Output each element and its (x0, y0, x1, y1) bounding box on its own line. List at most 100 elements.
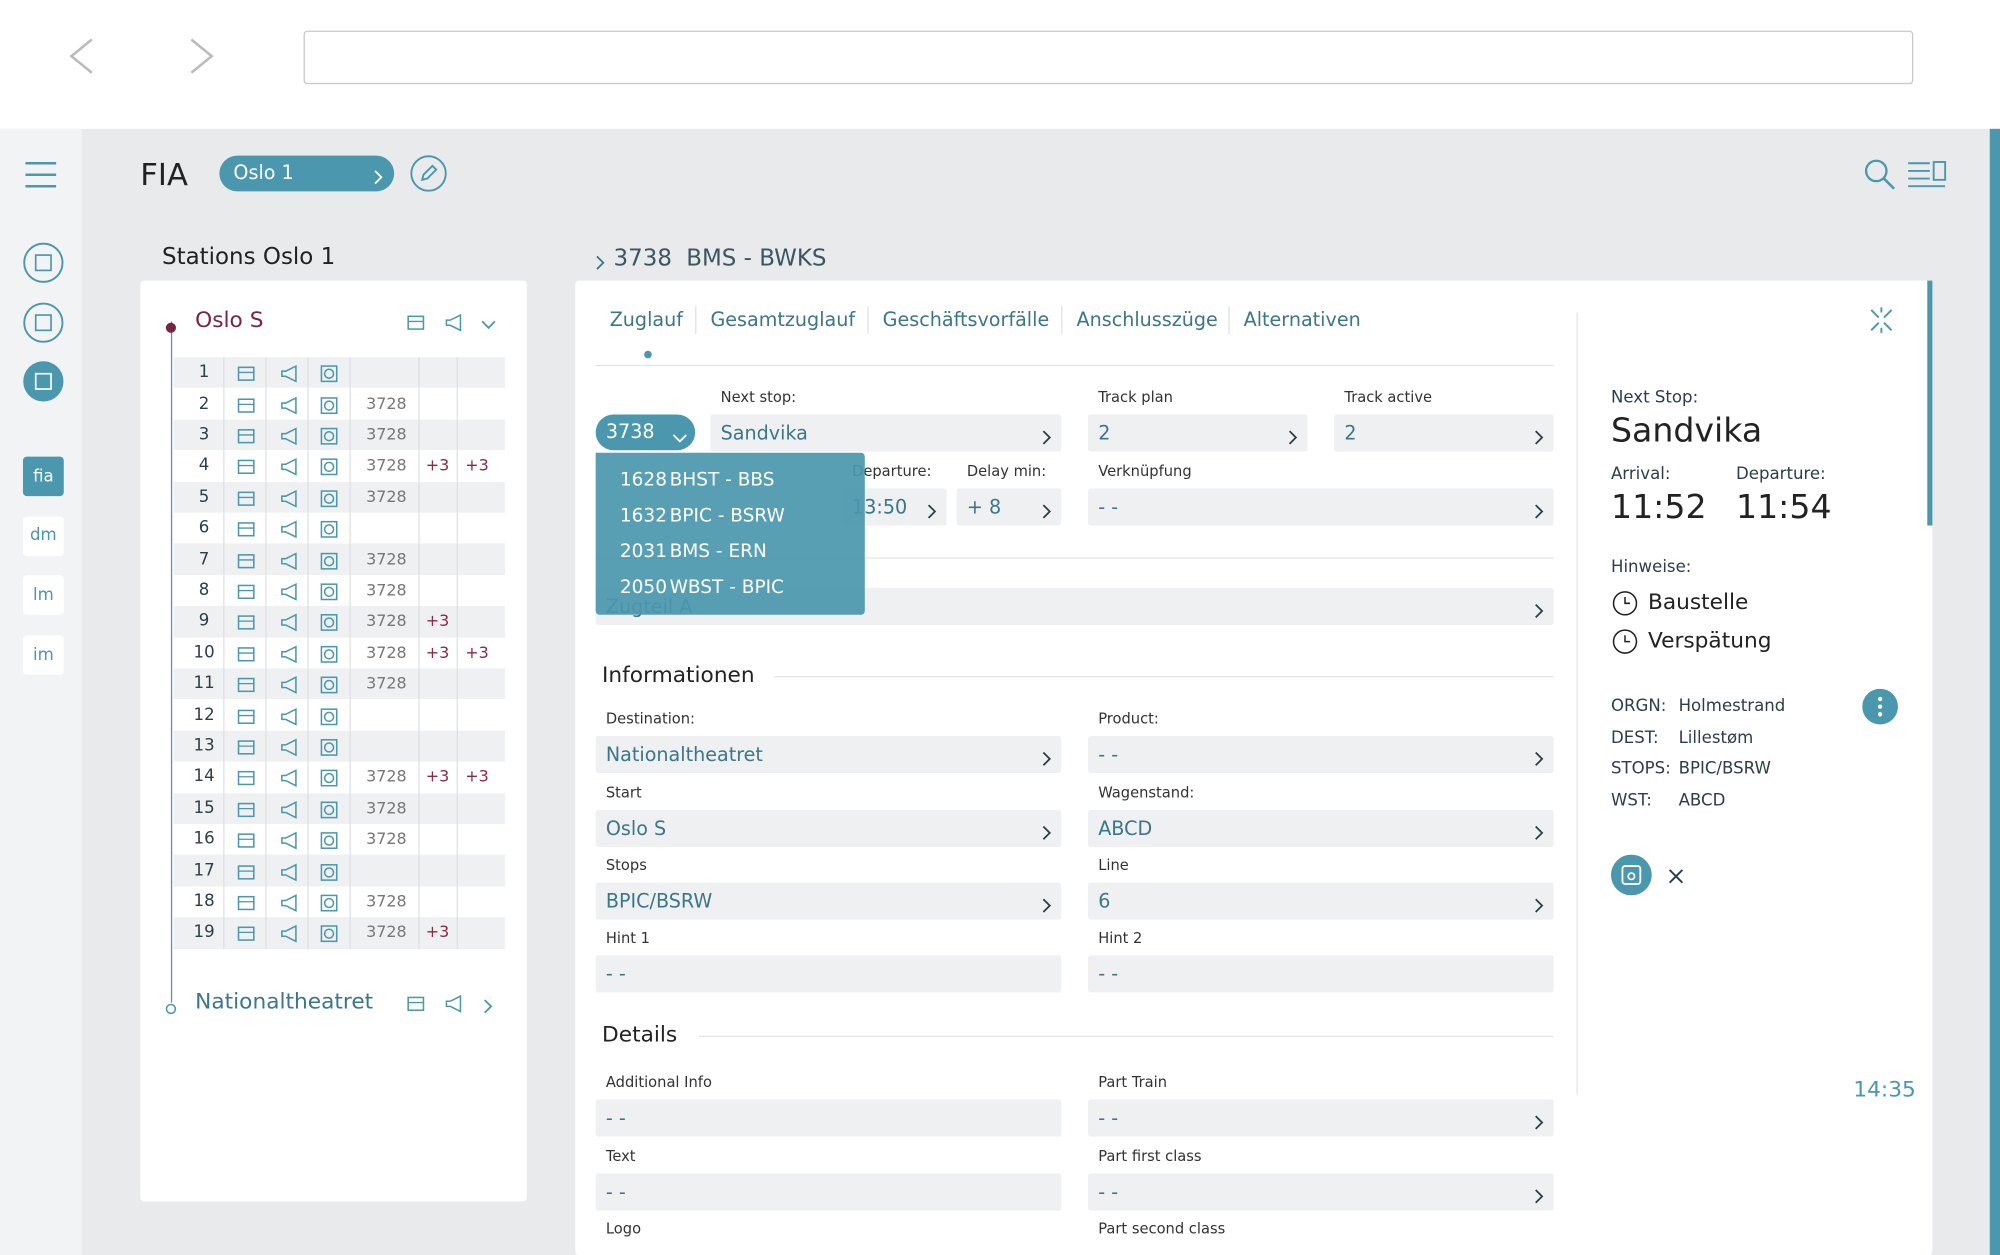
field[interactable] (1088, 1173, 1554, 1211)
cell-divider (265, 886, 267, 918)
tab[interactable]: Alternativen (1243, 308, 1361, 331)
option-route[interactable]: WBST - BPIC (669, 577, 784, 598)
context-pill[interactable] (219, 155, 395, 192)
cell-divider (265, 917, 267, 949)
field[interactable] (595, 882, 1062, 920)
url-box[interactable] (303, 30, 1914, 85)
field[interactable] (1334, 414, 1554, 452)
field[interactable] (1088, 488, 1554, 526)
field[interactable] (1088, 955, 1554, 993)
station-row[interactable] (173, 606, 506, 638)
option-number[interactable]: 2050 (619, 577, 667, 598)
train-select[interactable] (595, 414, 696, 451)
field[interactable] (595, 809, 1062, 847)
cell-divider (223, 730, 225, 762)
cell-divider (418, 699, 420, 731)
field[interactable] (1088, 414, 1308, 452)
field[interactable] (710, 414, 1062, 452)
row-icon (320, 799, 338, 819)
row-number: 13 (193, 736, 215, 756)
station-row[interactable] (173, 917, 506, 949)
expand[interactable] (481, 995, 496, 1014)
cell-divider (265, 792, 267, 824)
field[interactable] (595, 1173, 1062, 1211)
nav-icon[interactable] (23, 242, 64, 283)
station-row[interactable] (173, 481, 506, 513)
nav-tab[interactable] (22, 575, 64, 616)
station-row[interactable] (173, 543, 506, 575)
nav-tab[interactable] (22, 516, 64, 556)
row-icon (279, 675, 298, 695)
nav-icon[interactable] (23, 302, 64, 343)
station-row[interactable] (173, 388, 506, 420)
dropdown-menu (595, 452, 865, 615)
station-row[interactable] (173, 419, 506, 451)
row-icon (237, 893, 255, 911)
row-train: 3728 (366, 455, 407, 475)
field[interactable] (1088, 1099, 1554, 1137)
cell-divider (265, 761, 267, 793)
back-button[interactable] (64, 36, 100, 77)
tab[interactable]: Gesamtzuglauf (710, 308, 856, 331)
field[interactable] (956, 488, 1062, 526)
label: Next Stop: (1610, 388, 1699, 408)
station-row[interactable] (173, 761, 506, 793)
icon-board[interactable] (407, 994, 425, 1012)
option-route[interactable]: BPIC - BSRW (669, 506, 785, 527)
nav-tab[interactable] (22, 635, 64, 675)
option-number[interactable]: 2031 (619, 541, 667, 563)
forward-button[interactable] (184, 36, 220, 77)
field[interactable] (595, 735, 1062, 773)
menu-button[interactable] (24, 161, 57, 189)
station-row[interactable] (173, 792, 506, 824)
cell-divider (456, 388, 458, 420)
station-row[interactable] (173, 886, 506, 918)
option-number[interactable]: 1632 (619, 506, 667, 527)
layout-button[interactable] (1907, 159, 1948, 190)
station-name[interactable]: Nationaltheatret (195, 989, 374, 1015)
nav-icon[interactable] (23, 361, 64, 402)
field[interactable] (1088, 809, 1554, 847)
more-button[interactable] (1862, 688, 1898, 725)
option-route[interactable]: BHST - BBS (669, 470, 775, 491)
nav-tab[interactable] (22, 456, 64, 497)
field[interactable] (595, 955, 1062, 993)
station-row[interactable] (173, 512, 506, 544)
station-row[interactable] (173, 855, 506, 887)
tab-divider (695, 306, 697, 335)
station-row[interactable] (173, 450, 506, 482)
row-delay: +3 (465, 766, 489, 786)
icon-announce[interactable] (444, 312, 464, 332)
tab[interactable]: Zuglauf (609, 308, 683, 331)
field[interactable] (1088, 735, 1554, 773)
station-row[interactable] (173, 574, 506, 607)
station-name[interactable]: Oslo S (195, 308, 264, 334)
field-label: Part first class (1098, 1147, 1202, 1165)
close-detail[interactable] (1867, 306, 1895, 334)
station-row[interactable] (173, 668, 506, 700)
search-button[interactable] (1864, 158, 1897, 191)
station-row[interactable] (173, 730, 506, 762)
section-heading: Informationen (602, 662, 755, 689)
row-icon (320, 551, 338, 570)
station-row[interactable] (173, 357, 506, 389)
option-route[interactable]: BMS - ERN (669, 541, 767, 563)
section-line (698, 1035, 1554, 1037)
icon-board[interactable] (407, 312, 425, 330)
field[interactable] (1088, 882, 1554, 920)
tab[interactable]: Geschäftsvorfälle (882, 308, 1050, 331)
field-label: Additional Info (605, 1073, 712, 1091)
save-button[interactable] (1610, 854, 1652, 896)
station-row[interactable] (173, 823, 506, 856)
expand[interactable] (481, 314, 496, 330)
station-row[interactable] (173, 699, 506, 731)
cancel-button[interactable] (1667, 866, 1685, 884)
station-row[interactable] (173, 637, 506, 669)
field-value: Sandvika (720, 420, 808, 444)
tab[interactable]: Anschlusszüge (1076, 308, 1218, 331)
option-number[interactable]: 1628 (619, 470, 667, 491)
field[interactable] (595, 1099, 1062, 1137)
row-number: 5 (198, 487, 210, 507)
icon-announce[interactable] (444, 994, 464, 1013)
edit-button[interactable] (409, 154, 447, 192)
